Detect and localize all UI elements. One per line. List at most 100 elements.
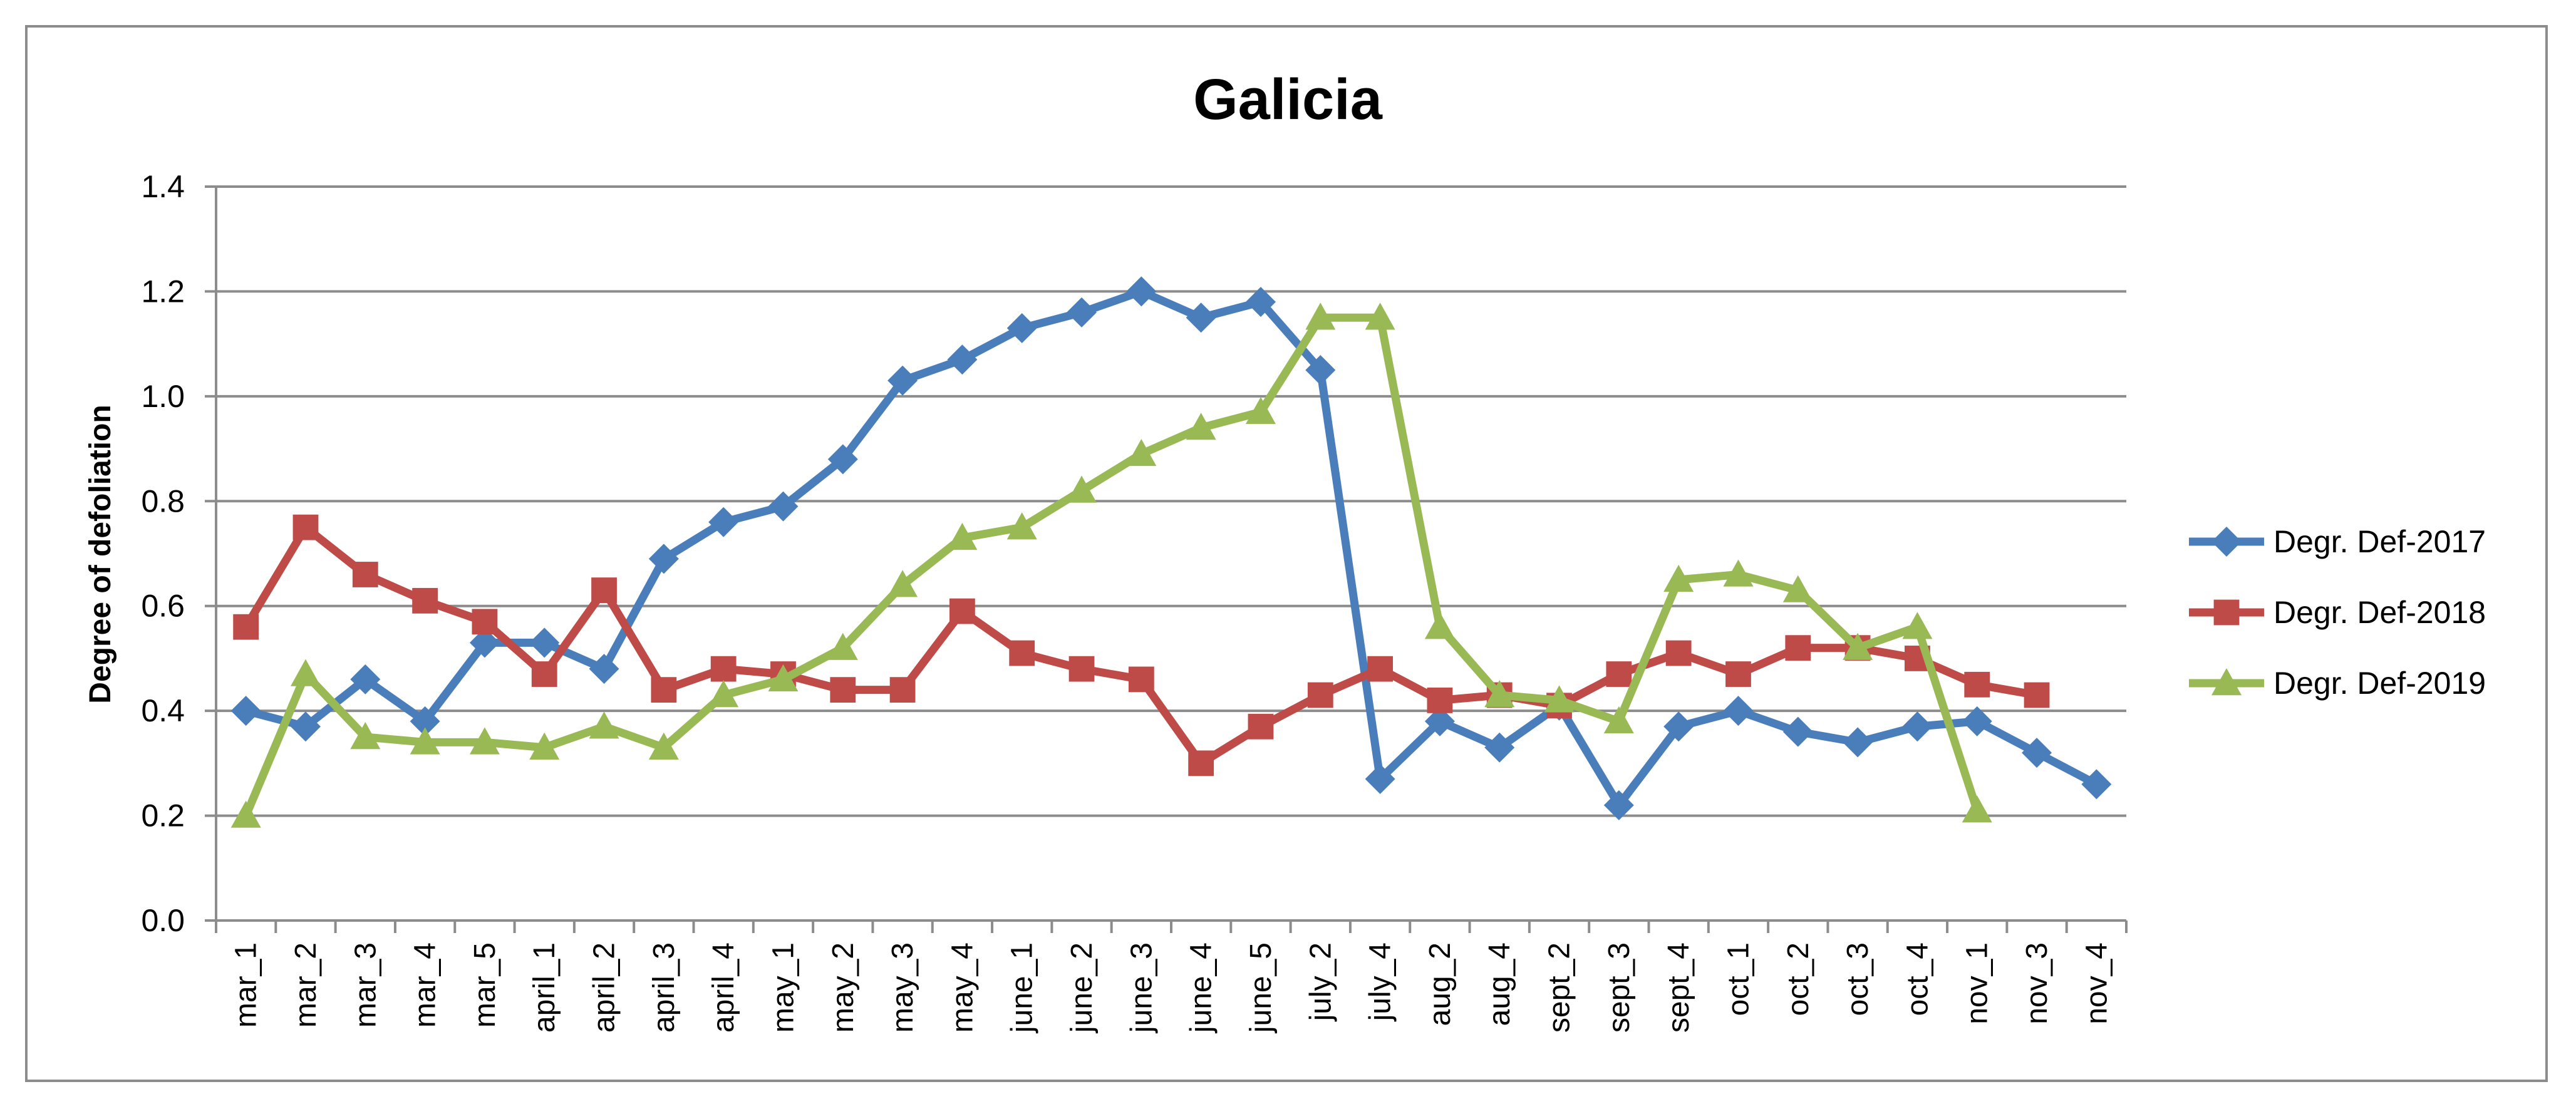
data-point (1365, 763, 1395, 794)
data-point (1603, 706, 1634, 734)
data-point (350, 664, 381, 694)
x-tick-label: july_2 (1304, 942, 1337, 1022)
data-point (1305, 355, 1336, 385)
y-axis-label: Degree of defoliation (84, 405, 117, 703)
data-point (531, 661, 557, 687)
data-point (648, 732, 679, 760)
series-1 (230, 276, 2112, 820)
x-tick-label: nov_1 (1961, 942, 1994, 1024)
y-tick-label: 0.0 (141, 903, 185, 938)
data-point (887, 365, 918, 396)
data-point (1544, 685, 1575, 713)
legend-item-2: Degr. Def-2018 (2189, 595, 2486, 630)
data-point (1843, 727, 1873, 758)
data-point (591, 577, 617, 603)
data-point (412, 587, 438, 614)
data-point (529, 732, 560, 760)
x-tick-label: may_1 (767, 942, 800, 1033)
x-tick-label: oct_1 (1722, 942, 1755, 1016)
y-tick-label: 0.8 (141, 483, 185, 518)
data-point (230, 800, 261, 828)
x-tick-label: may_4 (946, 942, 979, 1033)
data-point (2211, 527, 2242, 557)
data-point (2024, 682, 2050, 708)
data-point (1603, 790, 1634, 820)
data-point (887, 570, 918, 597)
data-point (589, 654, 619, 684)
y-tick-label: 0.6 (141, 589, 185, 624)
x-tick-label: may_2 (827, 942, 860, 1033)
x-tick-label: oct_3 (1841, 942, 1875, 1016)
data-point (292, 514, 319, 540)
y-tick-label: 1.0 (141, 379, 185, 414)
data-point (1902, 711, 1933, 742)
data-point (947, 522, 978, 550)
data-point (1305, 302, 1336, 330)
data-point (1606, 661, 1632, 687)
x-tick-label: mar_4 (409, 942, 442, 1028)
data-point (1006, 512, 1037, 540)
data-point (1186, 413, 1216, 440)
data-point (1962, 706, 1992, 736)
series-line (242, 313, 1981, 818)
data-point (2022, 738, 2052, 768)
x-tick-label: july_4 (1364, 942, 1397, 1022)
data-point (648, 544, 679, 574)
data-point (1723, 559, 1754, 587)
data-point (469, 627, 500, 658)
data-point (1245, 287, 1276, 317)
data-point (1725, 661, 1751, 687)
legend-label: Degr. Def-2017 (2273, 524, 2486, 559)
x-tick-label: april_1 (528, 942, 561, 1033)
data-point (233, 614, 259, 640)
y-tick-labels: 0.0 0.2 0.4 0.6 0.8 1.0 1.2 1.4 (141, 169, 185, 938)
chart-title: Galicia (1193, 68, 1383, 132)
gridlines (216, 185, 2126, 817)
data-point (1126, 438, 1157, 467)
x-tick-label: april_4 (707, 942, 740, 1033)
x-tick-label: oct_4 (1901, 942, 1934, 1016)
series-2 (233, 514, 2050, 776)
x-tick-label: april_2 (588, 942, 621, 1033)
data-point (708, 680, 739, 708)
data-point (2213, 599, 2240, 626)
data-point (1665, 640, 1692, 666)
data-point (2081, 769, 2112, 800)
data-point (1186, 302, 1216, 333)
data-point (290, 659, 321, 686)
data-point (410, 706, 440, 736)
axes (205, 185, 2128, 933)
chart-frame (25, 25, 2548, 1082)
x-tick-label: june_4 (1185, 942, 1218, 1034)
data-point (1126, 276, 1157, 307)
data-point (1663, 564, 1694, 592)
data-point (352, 562, 378, 587)
x-tick-label: mar_1 (230, 942, 263, 1028)
x-tick-label: sept_2 (1543, 942, 1576, 1033)
data-point (1128, 666, 1154, 693)
data-point (1785, 635, 1811, 661)
data-point (350, 722, 381, 750)
data-point (1188, 750, 1214, 776)
series-3 (230, 302, 1992, 828)
data-point (708, 507, 739, 537)
data-point (410, 727, 440, 755)
data-point (1427, 688, 1453, 713)
data-point (1307, 682, 1333, 708)
x-tick-label: sept_3 (1603, 942, 1636, 1033)
x-tick-label: nov_4 (2080, 942, 2113, 1024)
data-point (1248, 713, 1274, 740)
data-point (2211, 668, 2242, 696)
x-tick-label: mar_5 (468, 942, 502, 1028)
data-point (768, 664, 799, 692)
series-line (242, 523, 2038, 768)
data-point (1067, 297, 1097, 328)
legend-item-3: Degr. Def-2019 (2189, 666, 2486, 701)
data-point (710, 656, 737, 682)
x-tick-label: june_3 (1125, 942, 1158, 1034)
data-point (1962, 795, 1992, 823)
data-point (947, 344, 978, 375)
x-tick-label: mar_3 (349, 942, 382, 1028)
data-point (1663, 711, 1694, 742)
legend-label: Degr. Def-2018 (2273, 595, 2486, 630)
